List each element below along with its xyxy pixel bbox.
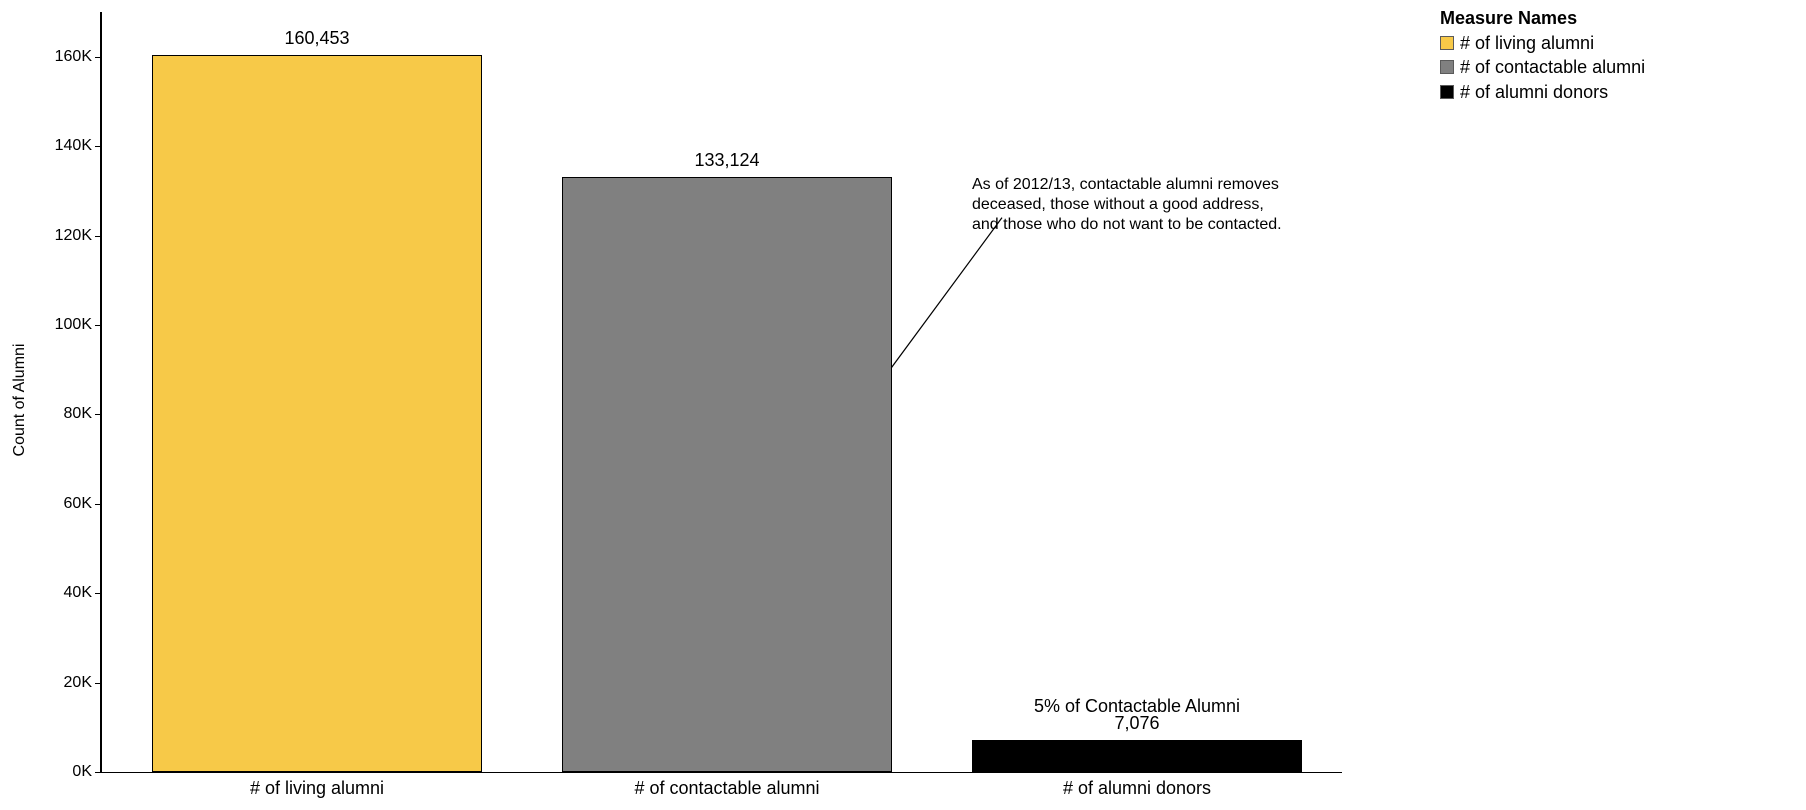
bar bbox=[972, 740, 1302, 772]
y-tick-label: 80K bbox=[64, 405, 92, 423]
y-tick-mark bbox=[95, 146, 102, 147]
bar-value-label: 160,453 bbox=[217, 28, 417, 49]
bar bbox=[152, 55, 482, 772]
y-tick-mark bbox=[95, 593, 102, 594]
x-category-label: # of alumni donors bbox=[1063, 778, 1211, 799]
annotation-text: As of 2012/13, contactable alumni remove… bbox=[972, 175, 1282, 235]
y-tick-label: 120K bbox=[55, 227, 92, 245]
y-tick-label: 60K bbox=[64, 495, 92, 513]
x-category-label: # of living alumni bbox=[250, 778, 384, 799]
plot-area: 0K20K40K60K80K100K120K140K160K160,453# o… bbox=[100, 12, 1342, 773]
y-tick-mark bbox=[95, 57, 102, 58]
y-tick-mark bbox=[95, 504, 102, 505]
chart-stage: Count of Alumni 0K20K40K60K80K100K120K14… bbox=[0, 0, 1806, 810]
legend-title: Measure Names bbox=[1440, 8, 1645, 29]
y-tick-label: 0K bbox=[72, 763, 92, 781]
y-tick-mark bbox=[95, 236, 102, 237]
bar bbox=[562, 177, 892, 772]
x-category-label: # of contactable alumni bbox=[634, 778, 819, 799]
legend-swatch bbox=[1440, 36, 1454, 50]
legend-item-label: # of alumni donors bbox=[1460, 80, 1608, 104]
y-tick-label: 140K bbox=[55, 137, 92, 155]
y-axis-title: Count of Alumni bbox=[11, 344, 29, 457]
legend-item: # of living alumni bbox=[1440, 31, 1645, 55]
legend: Measure Names # of living alumni # of co… bbox=[1440, 8, 1645, 104]
legend-item: # of alumni donors bbox=[1440, 80, 1645, 104]
y-tick-mark bbox=[95, 683, 102, 684]
y-tick-label: 100K bbox=[55, 316, 92, 334]
y-tick-mark bbox=[95, 414, 102, 415]
bar-value-label: 133,124 bbox=[627, 150, 827, 171]
legend-swatch bbox=[1440, 60, 1454, 74]
legend-item-label: # of contactable alumni bbox=[1460, 55, 1645, 79]
annotation-text: 5% of Contactable Alumni bbox=[1034, 696, 1240, 717]
legend-item: # of contactable alumni bbox=[1440, 55, 1645, 79]
y-tick-label: 20K bbox=[64, 674, 92, 692]
legend-item-label: # of living alumni bbox=[1460, 31, 1594, 55]
y-tick-label: 40K bbox=[64, 584, 92, 602]
y-tick-mark bbox=[95, 772, 102, 773]
y-tick-label: 160K bbox=[55, 48, 92, 66]
legend-swatch bbox=[1440, 85, 1454, 99]
y-tick-mark bbox=[95, 325, 102, 326]
